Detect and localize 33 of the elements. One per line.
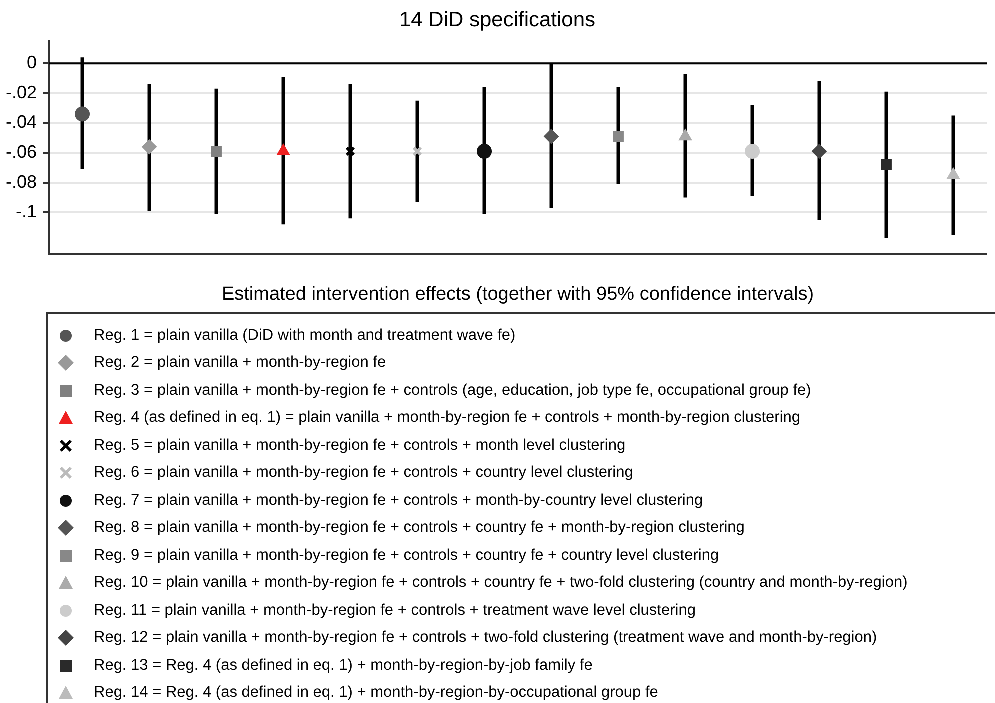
point [75, 106, 90, 122]
y-tick-label: -.02 [6, 82, 38, 102]
point [211, 146, 222, 157]
point [477, 144, 492, 160]
legend-label: Reg. 3 = plain vanilla + month-by-region fe + controls (age, education, job type fe, occupational group fe) [94, 382, 812, 400]
legend-label: Reg. 7 = plain vanilla + month-by-region fe + controls + month-by-country level clustering [94, 492, 704, 510]
legend-label: Reg. 8 = plain vanilla + month-by-region fe + controls + country fe + month-by-region clustering [94, 519, 745, 538]
point [812, 144, 828, 160]
x-axis-title: Estimated intervention effects (together with 95% confidence intervals) [222, 284, 814, 305]
y-tick-label: -.08 [6, 172, 38, 192]
legend-label: Reg. 6 = plain vanilla + month-by-region fe + controls + country level clustering [94, 464, 634, 482]
legend-label: Reg. 2 = plain vanilla + month-by-region fe [94, 354, 386, 372]
legend-label: Reg. 5 = plain vanilla + month-by-region fe + controls + month level clustering [94, 436, 626, 455]
point [412, 146, 423, 157]
legend-label: Reg. 9 = plain vanilla + month-by-region fe + controls + country fe + country level clustering [94, 546, 720, 565]
legend-label: Reg. 11 = plain vanilla + month-by-region fe + controls + treatment wave level clustering [94, 602, 696, 620]
legend-label: Reg. 13 = Reg. 4 (as defined in eq. 1) + month-by-region-by-job family fe [94, 656, 593, 675]
y-tick-label: -.06 [6, 142, 38, 162]
chart-title: 14 DiD specifications [399, 8, 596, 32]
y-tick-label: -.04 [6, 112, 38, 132]
point [745, 144, 760, 160]
point [613, 131, 624, 142]
point [881, 159, 892, 170]
legend-label: Reg. 1 = plain vanilla (DiD with month and treatment wave fe) [94, 326, 516, 345]
point [345, 146, 356, 157]
point [544, 129, 560, 144]
legend-label: Reg. 10 = plain vanilla + month-by-region fe + controls + country fe + two-fold clustering (country and month-by-region) [94, 574, 908, 592]
legend-label: Reg. 4 (as defined in eq. 1) = plain vanilla + month-by-region fe + controls + month-by-region clustering [94, 409, 800, 428]
y-tick-label: -.1 [16, 202, 38, 222]
point [142, 140, 158, 155]
legend-label: Reg. 12 = plain vanilla + month-by-region fe + controls + two-fold clustering (treatment wave and month-by-region) [94, 629, 878, 648]
y-tick-label: 0 [27, 52, 38, 73]
legend-label: Reg. 14 = Reg. 4 (as defined in eq. 1) + month-by-region-by-occupational group fe [94, 684, 658, 702]
